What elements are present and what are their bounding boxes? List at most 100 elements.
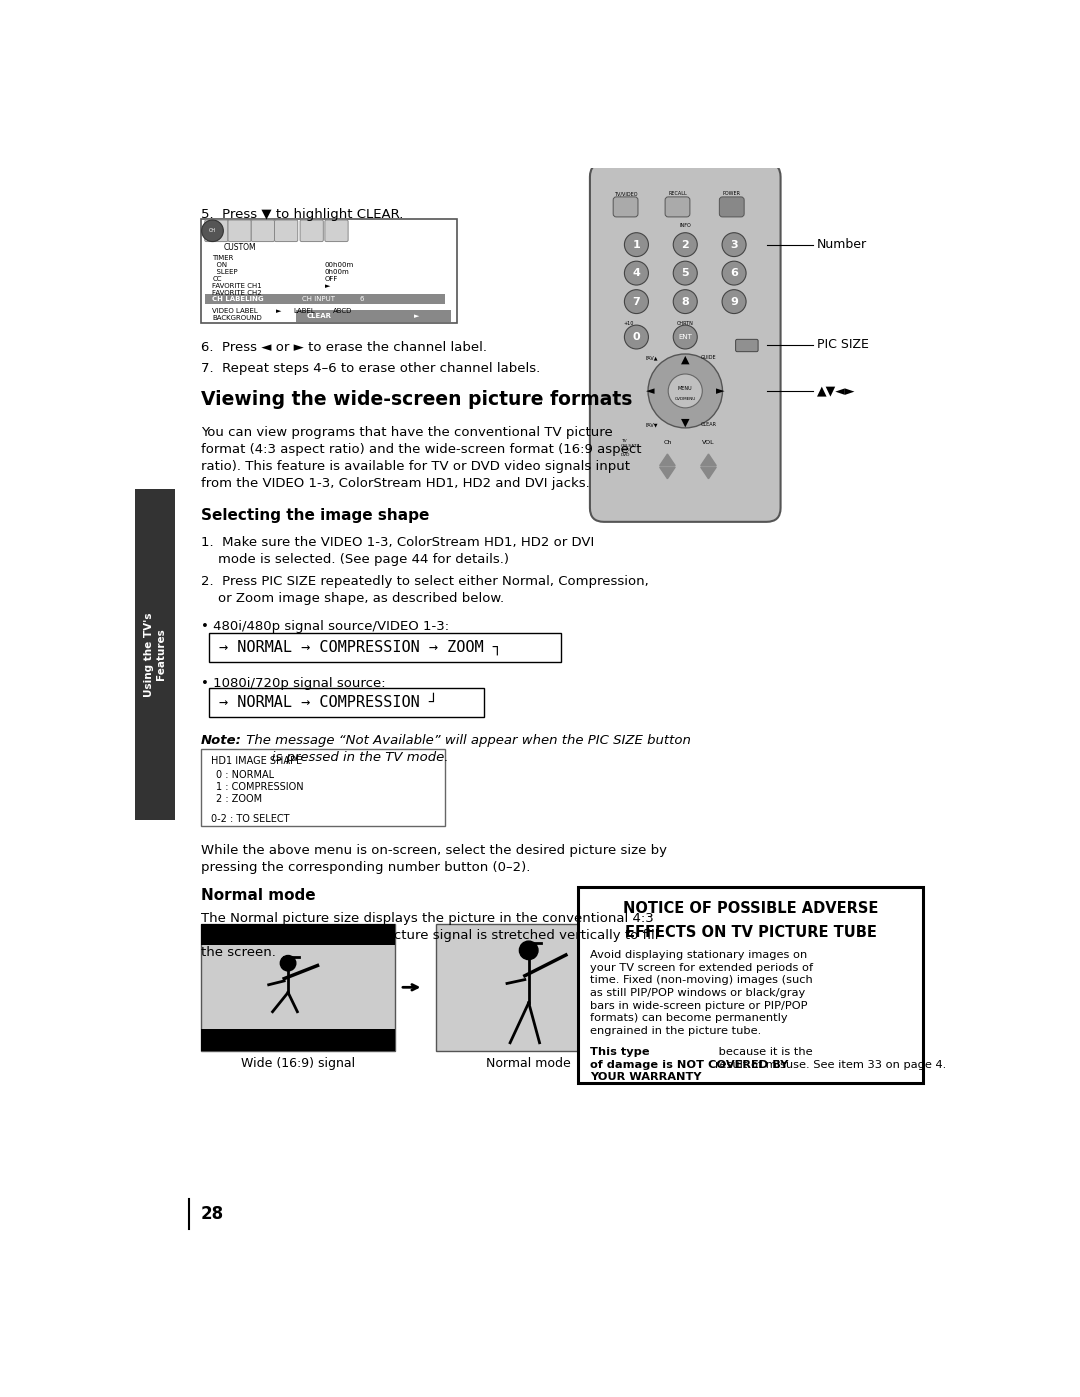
FancyBboxPatch shape <box>201 219 457 323</box>
Text: Number: Number <box>816 237 867 251</box>
FancyBboxPatch shape <box>435 923 622 1051</box>
Circle shape <box>624 289 648 313</box>
Polygon shape <box>660 467 675 479</box>
Text: CH: CH <box>208 228 216 233</box>
Text: Normal mode: Normal mode <box>201 887 315 902</box>
Text: RECALL: RECALL <box>669 191 687 197</box>
FancyBboxPatch shape <box>665 197 690 217</box>
FancyBboxPatch shape <box>296 310 451 323</box>
Circle shape <box>673 261 698 285</box>
Text: 2: 2 <box>681 240 689 250</box>
Text: ▲: ▲ <box>681 355 689 365</box>
Text: While the above menu is on-screen, select the desired picture size by
pressing t: While the above menu is on-screen, selec… <box>201 844 666 875</box>
Text: CUSTOM: CUSTOM <box>225 243 257 253</box>
Text: Note:: Note: <box>201 733 242 746</box>
Text: TV/VIDEO: TV/VIDEO <box>613 191 637 197</box>
Text: The Normal picture size displays the picture in the conventional 4:3
aspect rati: The Normal picture size displays the pic… <box>201 912 659 960</box>
Text: GUIDE: GUIDE <box>701 355 716 360</box>
Text: HD1 IMAGE SHAPE: HD1 IMAGE SHAPE <box>211 756 302 766</box>
Text: OVDMENU: OVDMENU <box>675 397 696 401</box>
FancyBboxPatch shape <box>205 293 445 305</box>
Text: CH LABELING: CH LABELING <box>213 296 265 302</box>
Text: 2.  Press PIC SIZE repeatedly to select either Normal, Compression,
    or Zoom : 2. Press PIC SIZE repeatedly to select e… <box>201 576 649 605</box>
Polygon shape <box>660 454 675 465</box>
Text: 00h00m: 00h00m <box>325 263 354 268</box>
Text: ◄: ◄ <box>646 386 654 395</box>
Circle shape <box>673 233 698 257</box>
Text: 7: 7 <box>633 296 640 306</box>
Text: → NORMAL → COMPRESSION → ZOOM ┐: → NORMAL → COMPRESSION → ZOOM ┐ <box>218 640 501 655</box>
Text: TV
CBLSAT
VCR
DVD: TV CBLSAT VCR DVD <box>621 439 637 457</box>
Text: CC: CC <box>213 277 222 282</box>
Text: 1: 1 <box>633 240 640 250</box>
Text: EFFECTS ON TV PICTURE TUBE: EFFECTS ON TV PICTURE TUBE <box>625 925 877 940</box>
FancyBboxPatch shape <box>201 923 394 946</box>
FancyBboxPatch shape <box>252 219 274 242</box>
Text: FAV▲: FAV▲ <box>646 355 658 360</box>
Text: 5.  Press ▼ to highlight CLEAR.: 5. Press ▼ to highlight CLEAR. <box>201 208 403 221</box>
Text: Viewing the wide-screen picture formats: Viewing the wide-screen picture formats <box>201 390 632 409</box>
Text: TIMER: TIMER <box>213 254 234 261</box>
FancyBboxPatch shape <box>613 197 638 217</box>
Text: You can view programs that have the conventional TV picture
format (4:3 aspect r: You can view programs that have the conv… <box>201 426 642 489</box>
Text: FAV▼: FAV▼ <box>646 422 658 427</box>
Text: 8: 8 <box>681 296 689 306</box>
FancyBboxPatch shape <box>201 749 445 826</box>
Text: → NORMAL → COMPRESSION ┘: → NORMAL → COMPRESSION ┘ <box>218 696 437 710</box>
Text: 28: 28 <box>201 1206 224 1222</box>
Text: OFF: OFF <box>325 277 338 282</box>
Text: ▼: ▼ <box>681 418 689 427</box>
FancyBboxPatch shape <box>590 163 781 522</box>
Polygon shape <box>701 454 716 465</box>
Text: 1.  Make sure the VIDEO 1-3, ColorStream HD1, HD2 or DVI
    mode is selected. (: 1. Make sure the VIDEO 1-3, ColorStream … <box>201 536 594 566</box>
Text: ►: ► <box>716 386 725 395</box>
Text: 7.  Repeat steps 4–6 to erase other channel labels.: 7. Repeat steps 4–6 to erase other chann… <box>201 362 540 374</box>
Circle shape <box>624 233 648 257</box>
FancyBboxPatch shape <box>719 197 744 217</box>
Text: PIC SIZE: PIC SIZE <box>816 338 869 351</box>
Text: 0: 0 <box>633 332 640 342</box>
FancyBboxPatch shape <box>208 689 484 718</box>
FancyBboxPatch shape <box>201 1030 394 1051</box>
Text: INFO: INFO <box>679 224 691 228</box>
Text: POWER: POWER <box>723 191 741 197</box>
Text: This type
of damage is NOT COVERED BY
YOUR WARRANTY: This type of damage is NOT COVERED BY YO… <box>590 1046 788 1083</box>
Text: 5: 5 <box>681 268 689 278</box>
Text: 9: 9 <box>730 296 738 306</box>
Circle shape <box>281 956 296 971</box>
Text: Normal mode: Normal mode <box>486 1058 571 1070</box>
FancyBboxPatch shape <box>735 339 758 352</box>
Circle shape <box>202 219 224 242</box>
Text: ON: ON <box>213 263 228 268</box>
Text: 0 : NORMAL: 0 : NORMAL <box>216 770 274 780</box>
Circle shape <box>673 326 698 349</box>
FancyBboxPatch shape <box>325 219 348 242</box>
Text: • 480i/480p signal source/VIDEO 1-3:: • 480i/480p signal source/VIDEO 1-3: <box>201 620 449 633</box>
Text: NOTICE OF POSSIBLE ADVERSE: NOTICE OF POSSIBLE ADVERSE <box>623 901 878 915</box>
Text: 2 : ZOOM: 2 : ZOOM <box>216 795 262 805</box>
Text: Using the TV's
Features: Using the TV's Features <box>145 612 166 697</box>
Circle shape <box>519 942 538 960</box>
Text: ENT: ENT <box>678 334 692 339</box>
Text: FAVORITE CH1: FAVORITE CH1 <box>213 284 262 289</box>
Text: Selecting the image shape: Selecting the image shape <box>201 509 429 522</box>
Text: CH INPUT: CH INPUT <box>301 296 335 302</box>
Text: MENU: MENU <box>678 386 692 391</box>
Text: 4: 4 <box>633 268 640 278</box>
Text: CLEAR: CLEAR <box>307 313 332 320</box>
Text: Wide (16:9) signal: Wide (16:9) signal <box>241 1058 355 1070</box>
FancyBboxPatch shape <box>208 633 562 662</box>
Text: SLEEP: SLEEP <box>213 270 238 275</box>
Text: CHRTN: CHRTN <box>677 321 693 326</box>
Text: 0-2 : TO SELECT: 0-2 : TO SELECT <box>211 814 289 824</box>
Circle shape <box>624 261 648 285</box>
Circle shape <box>673 289 698 313</box>
Circle shape <box>723 233 746 257</box>
Text: BACKGROUND: BACKGROUND <box>213 314 262 321</box>
FancyBboxPatch shape <box>205 219 228 242</box>
Text: FAVORITE CH2: FAVORITE CH2 <box>213 291 262 296</box>
FancyBboxPatch shape <box>578 887 923 1083</box>
Circle shape <box>624 326 648 349</box>
Text: ►: ► <box>276 307 282 314</box>
Circle shape <box>648 353 723 427</box>
